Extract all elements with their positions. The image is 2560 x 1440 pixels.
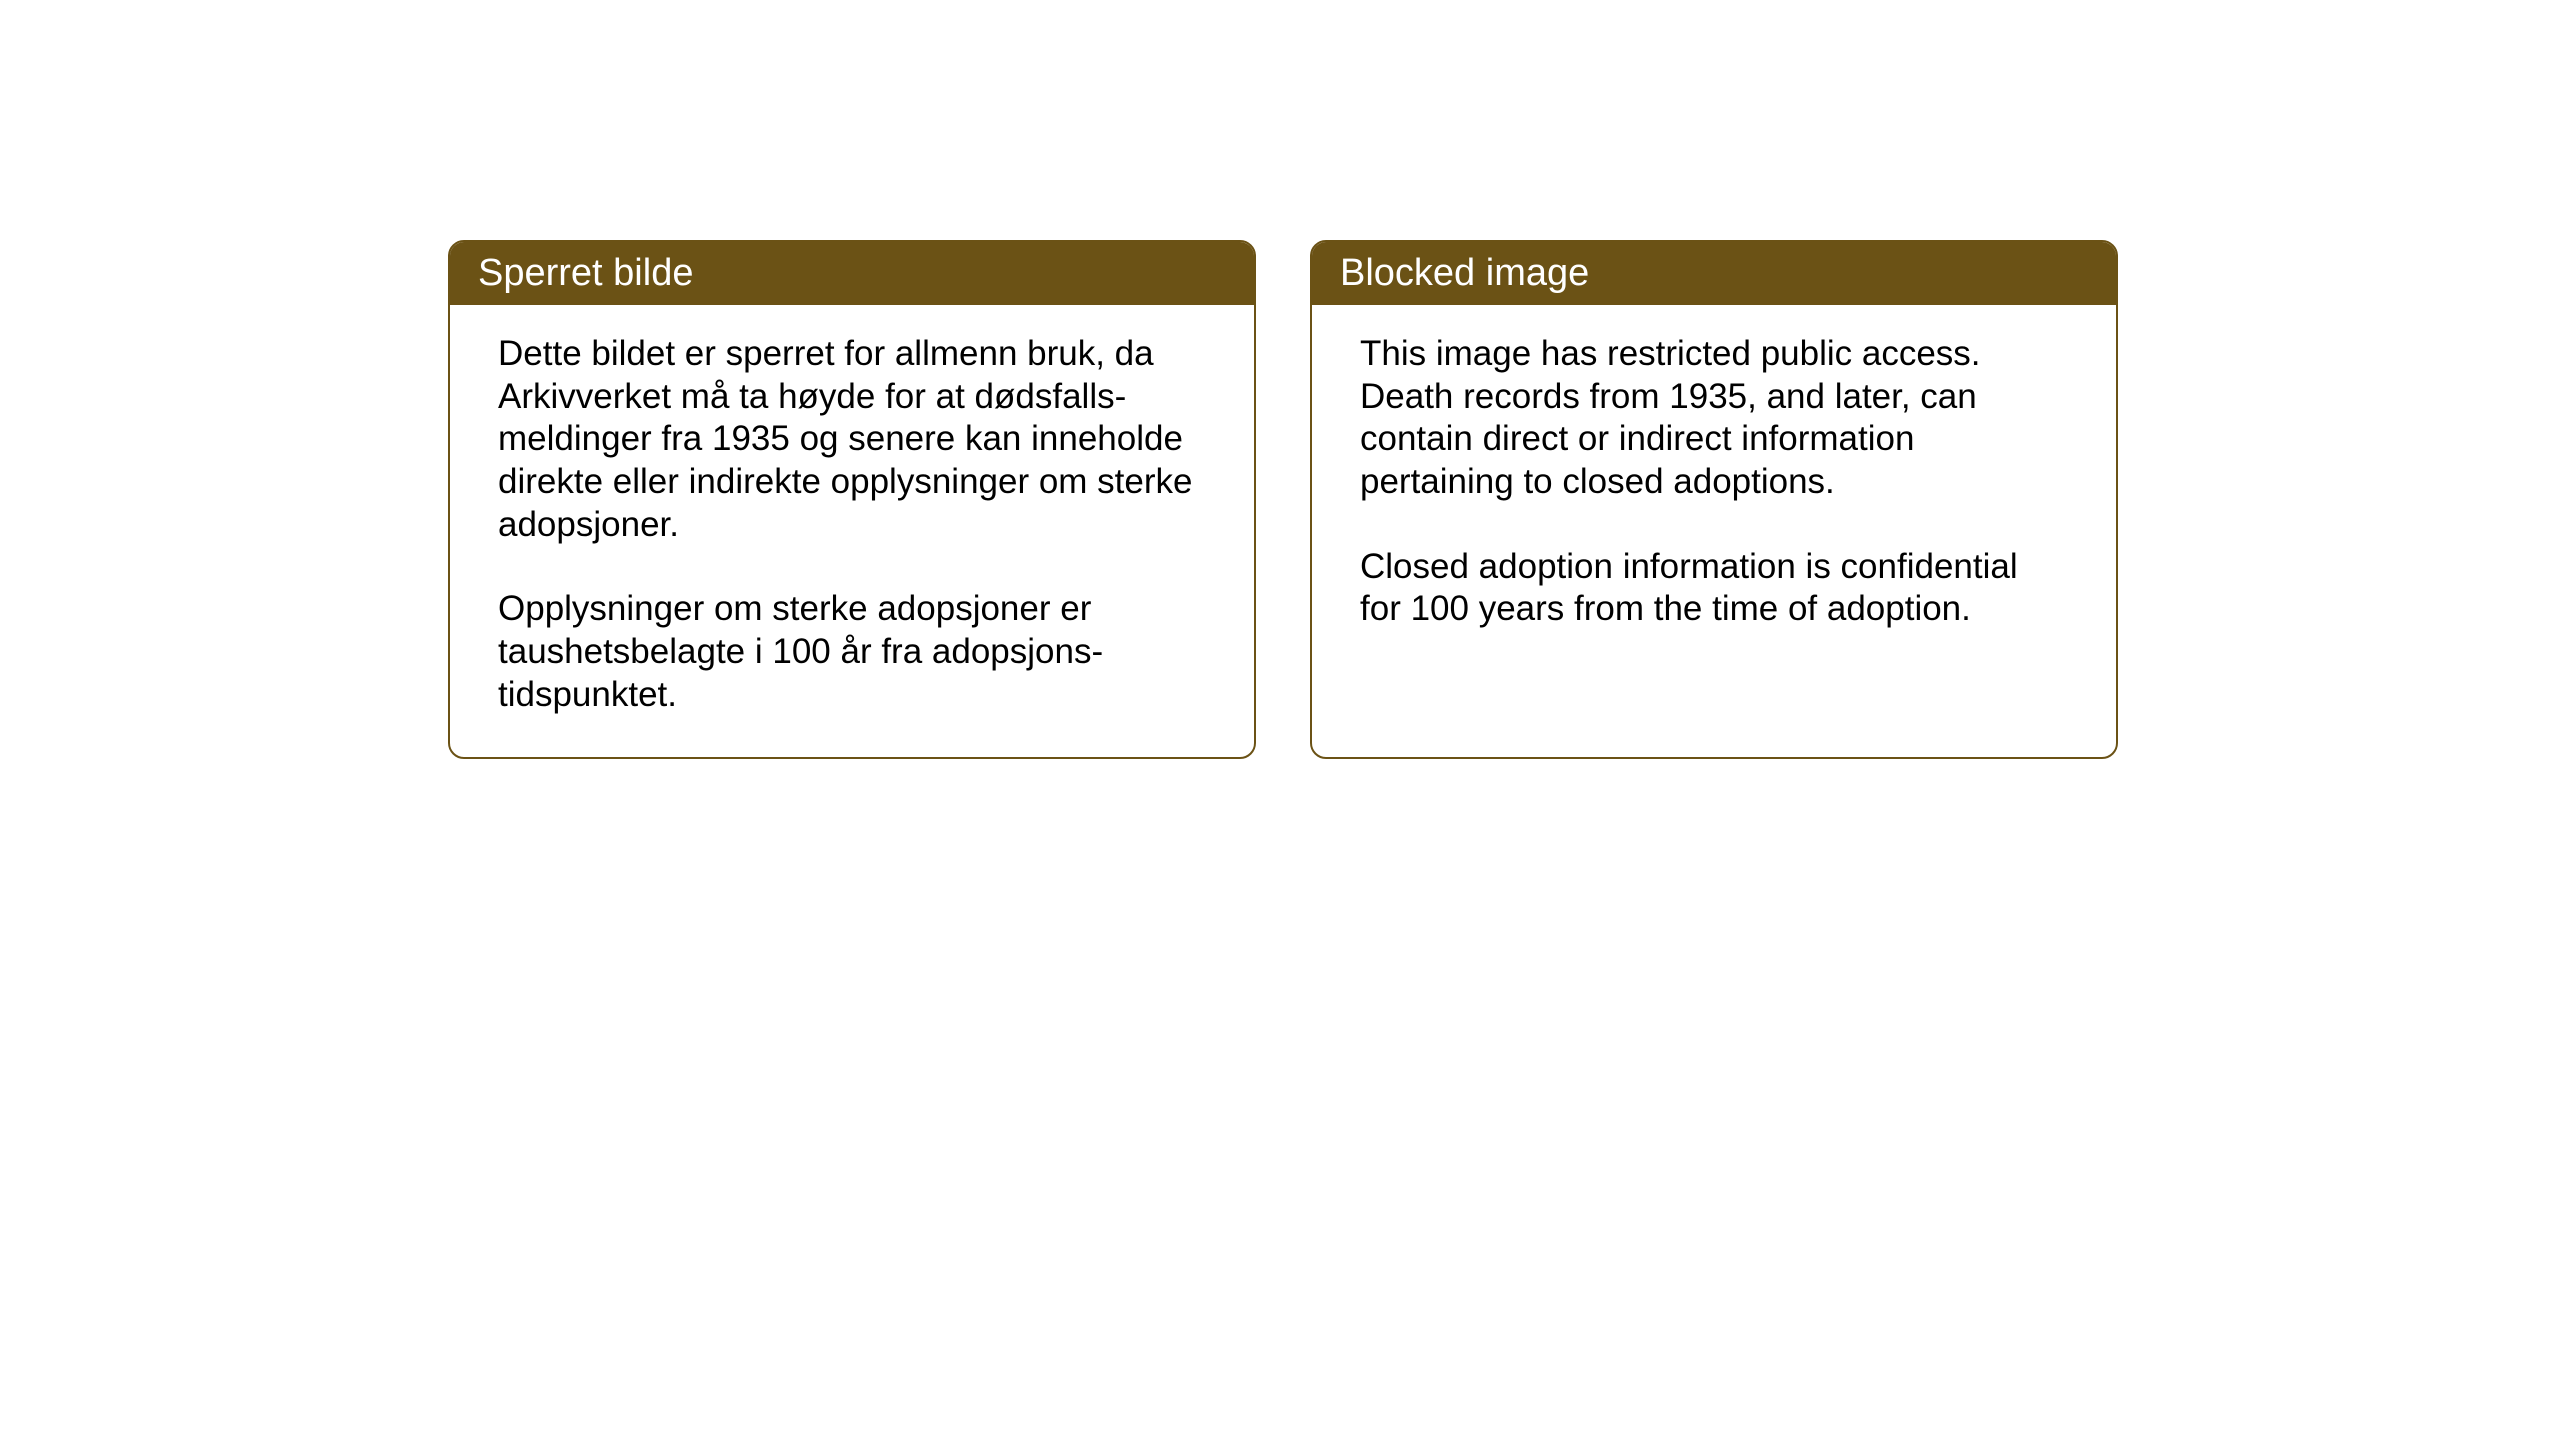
card-paragraph: Closed adoption information is confident…	[1360, 546, 2068, 631]
card-title: Blocked image	[1340, 252, 1589, 294]
card-body-norwegian: Dette bildet er sperret for allmenn bruk…	[450, 305, 1254, 757]
notice-container: Sperret bilde Dette bildet er sperret fo…	[0, 0, 2560, 759]
card-header-english: Blocked image	[1312, 242, 2116, 305]
notice-card-english: Blocked image This image has restricted …	[1310, 240, 2118, 759]
card-paragraph: Dette bildet er sperret for allmenn bruk…	[498, 333, 1206, 546]
card-body-english: This image has restricted public access.…	[1312, 305, 2116, 745]
notice-card-norwegian: Sperret bilde Dette bildet er sperret fo…	[448, 240, 1256, 759]
card-title: Sperret bilde	[478, 252, 693, 294]
card-paragraph: Opplysninger om sterke adopsjoner er tau…	[498, 588, 1206, 716]
card-header-norwegian: Sperret bilde	[450, 242, 1254, 305]
card-paragraph: This image has restricted public access.…	[1360, 333, 2068, 504]
